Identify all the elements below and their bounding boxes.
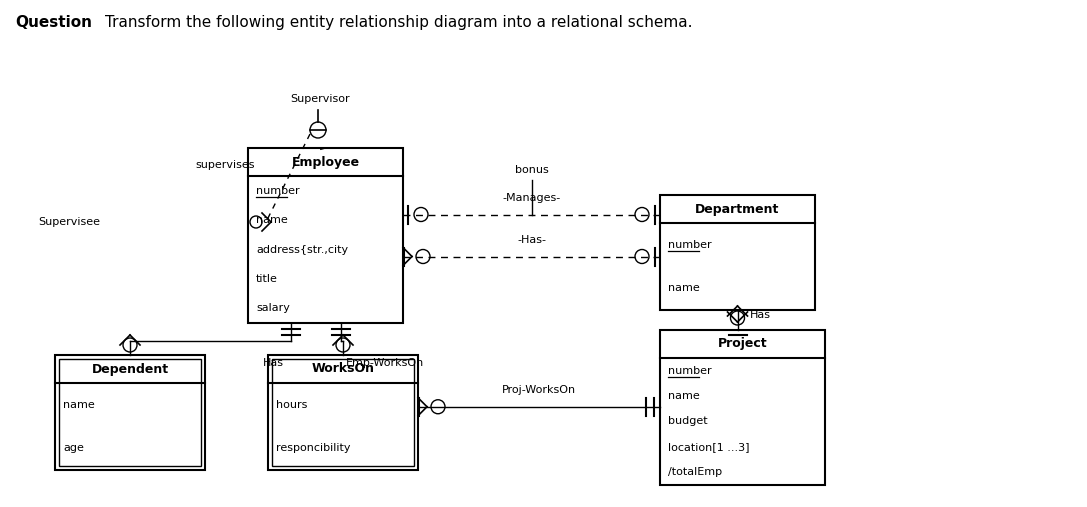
Text: number: number: [257, 186, 300, 196]
Bar: [660, 330, 825, 485]
Bar: [59, 359, 201, 466]
Text: bonus: bonus: [514, 164, 548, 174]
Text: Supervisee: Supervisee: [38, 217, 100, 227]
Text: name: name: [669, 391, 700, 401]
Text: Department: Department: [696, 202, 779, 215]
Text: Has: Has: [750, 310, 771, 320]
Text: Transform the following entity relationship diagram into a relational schema.: Transform the following entity relations…: [105, 15, 692, 30]
Text: -Has-: -Has-: [517, 235, 546, 244]
Text: Emp-WorksOn: Emp-WorksOn: [346, 358, 424, 368]
Text: name: name: [257, 215, 288, 225]
Text: Employee: Employee: [291, 156, 360, 168]
Text: number: number: [669, 240, 712, 250]
Text: budget: budget: [669, 416, 708, 426]
Text: address{str.,city: address{str.,city: [257, 244, 348, 255]
Bar: [268, 355, 418, 470]
Text: /totalEmp: /totalEmp: [669, 467, 722, 477]
Text: title: title: [257, 274, 278, 284]
Bar: [272, 359, 414, 466]
Text: Proj-WorksOn: Proj-WorksOn: [502, 385, 576, 395]
Text: WorksOn: WorksOn: [312, 363, 375, 376]
Text: Has: Has: [262, 358, 284, 368]
Bar: [55, 355, 205, 470]
Text: Project: Project: [717, 338, 767, 350]
Bar: [248, 148, 403, 323]
Text: Supervisor: Supervisor: [290, 94, 350, 104]
Text: Question: Question: [15, 15, 92, 30]
Text: supervises: supervises: [195, 160, 254, 170]
Text: hours: hours: [276, 400, 308, 410]
Text: location[1 ...3]: location[1 ...3]: [669, 442, 750, 452]
Text: age: age: [63, 443, 84, 453]
Text: Dependent: Dependent: [91, 363, 168, 376]
Text: number: number: [669, 366, 712, 376]
Text: -Manages-: -Manages-: [502, 193, 561, 202]
Text: name: name: [63, 400, 95, 410]
Text: salary: salary: [257, 303, 290, 313]
Text: name: name: [669, 283, 700, 293]
Text: responcibility: responcibility: [276, 443, 350, 453]
Bar: [660, 195, 815, 310]
